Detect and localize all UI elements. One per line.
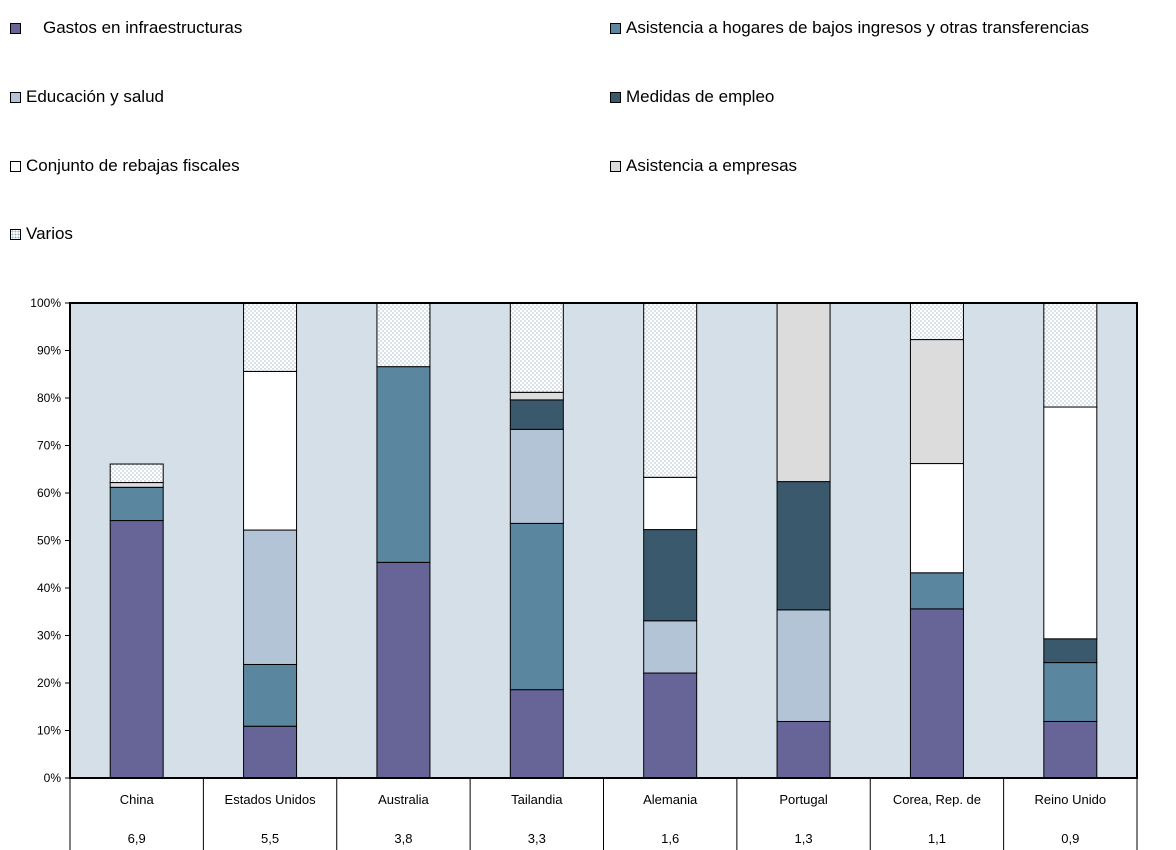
x-category-value: 1,6 (661, 831, 679, 846)
x-category-label: China (120, 792, 155, 807)
bar-segment-alemania-educacion-y-salud (643, 620, 698, 674)
bar-segment-portugal-educacion-y-salud (776, 609, 831, 722)
x-category-label: Corea, Rep. de (893, 792, 981, 807)
legend-label: Medidas de empleo (626, 87, 775, 106)
x-category-value: 5,5 (261, 831, 279, 846)
y-tick-label: 60% (37, 486, 61, 500)
x-category-value: 0,9 (1061, 831, 1079, 846)
bar-segment-australia-varios (376, 302, 431, 368)
bar-segment-australia-gastos-en-infraestructuras (376, 561, 431, 779)
legend-swatch (10, 160, 21, 172)
y-tick-label: 30% (37, 629, 61, 643)
legend-swatch (10, 228, 21, 240)
x-category-label: Portugal (779, 792, 828, 807)
bar-segment-corea-rep-de-asistencia-a-hogares-de-bajos-ingresos-y-otras-transferencias (909, 572, 964, 610)
legend-item-asistencia-a-hogares-de-bajos-ingresos-y-otras-transferencias: Asistencia a hogares de bajos ingresos y… (610, 18, 1089, 38)
y-tick-label: 50% (37, 534, 61, 548)
bar-segment-portugal-asistencia-a-empresas (776, 302, 831, 483)
legend-label: Varios (26, 224, 73, 243)
bar-segment-corea-rep-de-varios (909, 302, 964, 341)
x-category-value: 1,1 (928, 831, 946, 846)
bar-segment-tailandia-varios (509, 302, 564, 393)
bar-segment-portugal-gastos-en-infraestructuras (776, 720, 831, 779)
bar-segment-tailandia-gastos-en-infraestructuras (509, 689, 564, 779)
legend-swatch (10, 22, 21, 34)
legend-swatch (610, 160, 621, 172)
bar-segment-reino-unido-medidas-de-empleo (1043, 638, 1098, 664)
bar-segment-estados-unidos-conjunto-de-rebajas-fiscales (243, 370, 298, 531)
y-tick-label: 0% (44, 771, 62, 785)
legend-swatch (610, 91, 621, 103)
bar-segment-corea-rep-de-gastos-en-infraestructuras (909, 608, 964, 779)
bar-segment-tailandia-medidas-de-empleo (509, 399, 564, 430)
bar-segment-estados-unidos-gastos-en-infraestructuras (243, 725, 298, 779)
y-tick-label: 90% (37, 344, 61, 358)
x-category-label: Estados Unidos (225, 792, 317, 807)
y-tick-label: 20% (37, 676, 61, 690)
bar-segment-australia-asistencia-a-hogares-de-bajos-ingresos-y-otras-transferencias (376, 366, 431, 563)
legend-label: Educación y salud (26, 87, 164, 106)
bar-segment-reino-unido-conjunto-de-rebajas-fiscales (1043, 406, 1098, 640)
bar-segment-alemania-gastos-en-infraestructuras (643, 672, 698, 779)
legend-label: Asistencia a empresas (626, 156, 798, 175)
legend-item-asistencia-a-empresas: Asistencia a empresas (610, 156, 797, 176)
legend-label: Gastos en infraestructuras (43, 18, 243, 37)
bar-segment-corea-rep-de-conjunto-de-rebajas-fiscales (909, 463, 964, 574)
bar-segment-tailandia-asistencia-a-empresas (509, 391, 564, 401)
x-category-value: 3,3 (528, 831, 546, 846)
legend-item-medidas-de-empleo: Medidas de empleo (610, 87, 774, 107)
bar-segment-alemania-medidas-de-empleo (643, 529, 698, 622)
bar-segment-estados-unidos-varios (243, 302, 298, 372)
x-category-label: Alemania (643, 792, 698, 807)
bar-segment-estados-unidos-educacion-y-salud (243, 529, 298, 665)
y-tick-label: 40% (37, 581, 61, 595)
x-category-value: 3,8 (394, 831, 412, 846)
bar-segment-tailandia-educacion-y-salud (509, 428, 564, 524)
legend-item-gastos-en-infraestructuras: Gastos en infraestructuras (10, 18, 242, 38)
legend-label: Asistencia a hogares de bajos ingresos y… (626, 18, 1090, 37)
legend-swatch (610, 22, 621, 34)
x-category-label: Australia (378, 792, 429, 807)
x-category-value: 1,3 (795, 831, 813, 846)
legend-swatch (10, 91, 21, 103)
bar-segment-reino-unido-gastos-en-infraestructuras (1043, 720, 1098, 779)
y-tick-label: 70% (37, 439, 61, 453)
bar-segment-alemania-varios (643, 302, 698, 478)
bar-segment-reino-unido-asistencia-a-hogares-de-bajos-ingresos-y-otras-transferencias (1043, 662, 1098, 722)
legend-item-conjunto-de-rebajas-fiscales: Conjunto de rebajas fiscales (10, 156, 240, 176)
x-category-label: Reino Unido (1035, 792, 1107, 807)
x-category-value: 6,9 (128, 831, 146, 846)
legend-item-varios: Varios (10, 224, 73, 244)
bar-segment-reino-unido-varios (1043, 302, 1098, 408)
bar-segment-tailandia-asistencia-a-hogares-de-bajos-ingresos-y-otras-transferencias (509, 522, 564, 691)
bar-segment-china-asistencia-a-empresas (109, 482, 164, 488)
bar-segment-china-varios (109, 463, 164, 484)
bar-segment-alemania-conjunto-de-rebajas-fiscales (643, 476, 698, 531)
bar-segment-china-gastos-en-infraestructuras (109, 520, 164, 779)
legend-item-educacion-y-salud: Educación y salud (10, 87, 164, 107)
y-tick-label: 80% (37, 391, 61, 405)
y-tick-label: 10% (37, 724, 61, 738)
bar-segment-corea-rep-de-asistencia-a-empresas (909, 339, 964, 465)
bar-segment-china-asistencia-a-hogares-de-bajos-ingresos-y-otras-transferencias (109, 486, 164, 522)
bar-segment-portugal-medidas-de-empleo (776, 481, 831, 611)
bar-segment-estados-unidos-asistencia-a-hogares-de-bajos-ingresos-y-otras-transferencias (243, 663, 298, 727)
legend-label: Conjunto de rebajas fiscales (26, 156, 240, 175)
y-tick-label: 100% (30, 296, 61, 310)
plot-area (70, 303, 1137, 778)
x-category-label: Tailandia (511, 792, 563, 807)
